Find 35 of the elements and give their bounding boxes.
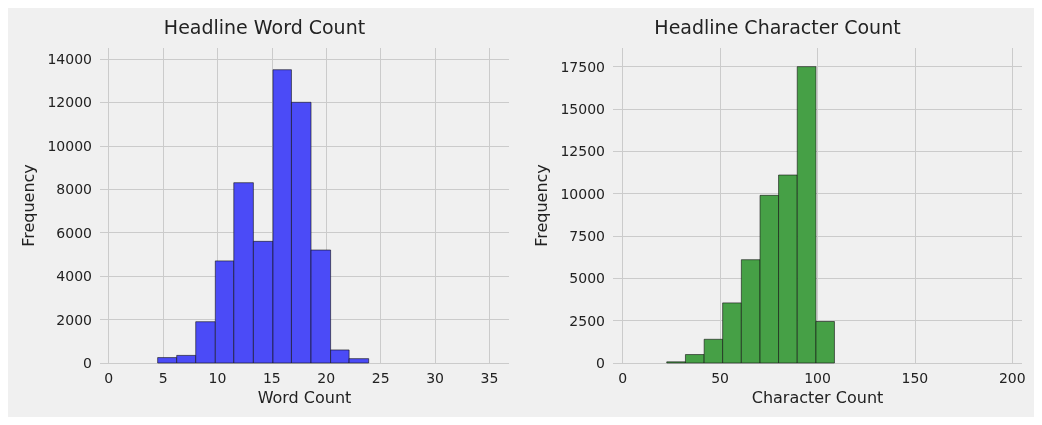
y-tick-label: 2000	[56, 311, 92, 328]
y-tick-label: 5000	[569, 270, 605, 287]
y-axis-title: Frequency	[532, 164, 552, 247]
chart-title: Headline Character Count	[654, 15, 901, 38]
chart-title: Headline Word Count	[163, 15, 366, 38]
y-axis-title: Frequency	[19, 164, 39, 247]
x-tick-label: 20	[317, 370, 336, 386]
y-tick-label: 6000	[56, 224, 92, 241]
x-tick-label: 0	[104, 370, 114, 386]
y-tick-label: 2500	[569, 312, 605, 329]
y-tick-label: 8000	[56, 181, 92, 198]
x-tick-label: 10	[208, 370, 227, 386]
x-tick-label: 15	[262, 370, 281, 386]
y-tick-label: 0	[83, 355, 92, 371]
y-tick-label: 15000	[560, 100, 605, 117]
x-tick-label: 35	[480, 370, 499, 386]
x-tick-label: 100	[804, 370, 831, 386]
y-tick-label: 10000	[560, 185, 605, 202]
x-axis-title: Word Count	[257, 388, 352, 408]
y-tick-label: 12000	[47, 94, 92, 111]
x-tick-label: 50	[711, 370, 730, 386]
x-tick-label: 150	[901, 370, 929, 386]
x-tick-label: 5	[158, 370, 168, 386]
y-tick-label: 0	[596, 355, 605, 371]
y-tick-label: 10000	[47, 137, 92, 154]
x-tick-label: 0	[618, 370, 628, 386]
x-tick-label: 30	[426, 370, 444, 386]
x-tick-label: 200	[998, 370, 1026, 386]
x-tick-label: 25	[371, 370, 390, 386]
y-tick-label: 4000	[56, 268, 92, 285]
y-tick-label: 14000	[47, 50, 92, 67]
y-tick-label: 7500	[569, 227, 605, 244]
x-axis-title: Character Count	[751, 388, 884, 408]
y-tick-label: 12500	[560, 143, 605, 160]
y-tick-label: 17500	[560, 58, 605, 75]
